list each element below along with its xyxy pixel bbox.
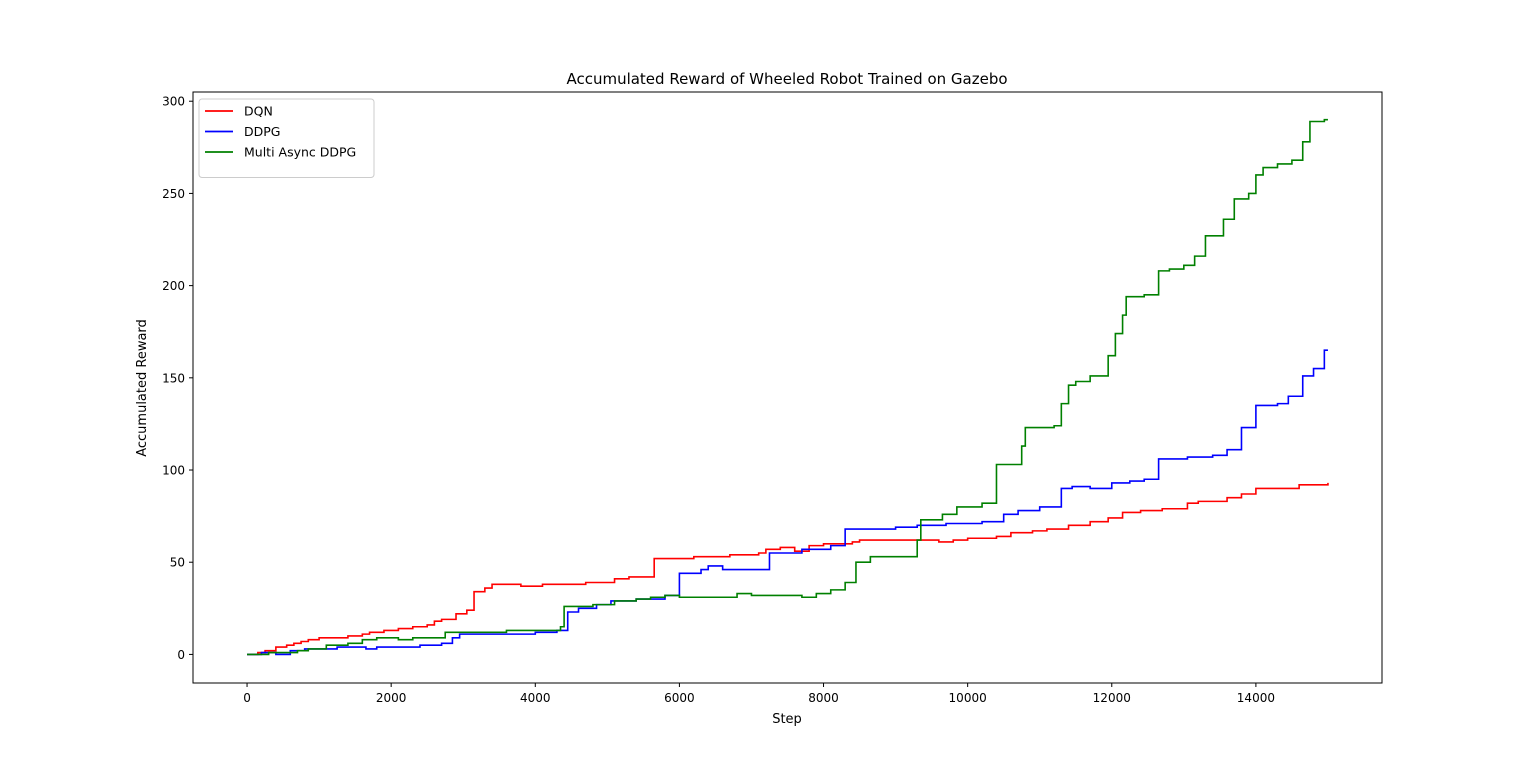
plot-area [247, 118, 1329, 656]
x-tick-label: 4000 [520, 691, 551, 705]
y-tick-label: 0 [177, 648, 185, 662]
x-tick-label: 6000 [664, 691, 695, 705]
y-tick-label: 100 [162, 464, 185, 478]
x-tick-label: 0 [243, 691, 251, 705]
series-line-1 [247, 349, 1328, 656]
series-line-2 [247, 118, 1328, 656]
x-axis-label: Step [772, 712, 802, 727]
legend-label: DDPG [244, 124, 280, 139]
y-tick-label: 50 [170, 556, 185, 570]
y-axis: 0 50 100 150 200 250 300 [162, 95, 193, 662]
x-tick-label: 8000 [808, 691, 839, 705]
x-tick-label: 14000 [1237, 691, 1275, 705]
x-tick-label: 2000 [376, 691, 407, 705]
legend-label: DQN [244, 104, 273, 119]
chart-title: Accumulated Reward of Wheeled Robot Trai… [566, 70, 1007, 88]
x-axis: 0 2000 4000 6000 8000 10000 12000 14000 [243, 683, 1275, 705]
series-line-0 [247, 482, 1329, 656]
x-tick-label: 12000 [1093, 691, 1131, 705]
y-tick-label: 200 [162, 279, 185, 293]
y-axis-label: Accumulated Reward [135, 319, 150, 457]
legend: DQN DDPG Multi Async DDPG [198, 98, 375, 178]
legend-label: Multi Async DDPG [244, 145, 356, 160]
y-tick-label: 250 [162, 187, 185, 201]
x-tick-label: 10000 [949, 691, 987, 705]
y-tick-label: 300 [162, 95, 185, 109]
y-tick-label: 150 [162, 371, 185, 385]
legend-box [198, 98, 375, 178]
plot-frame [192, 91, 1383, 684]
